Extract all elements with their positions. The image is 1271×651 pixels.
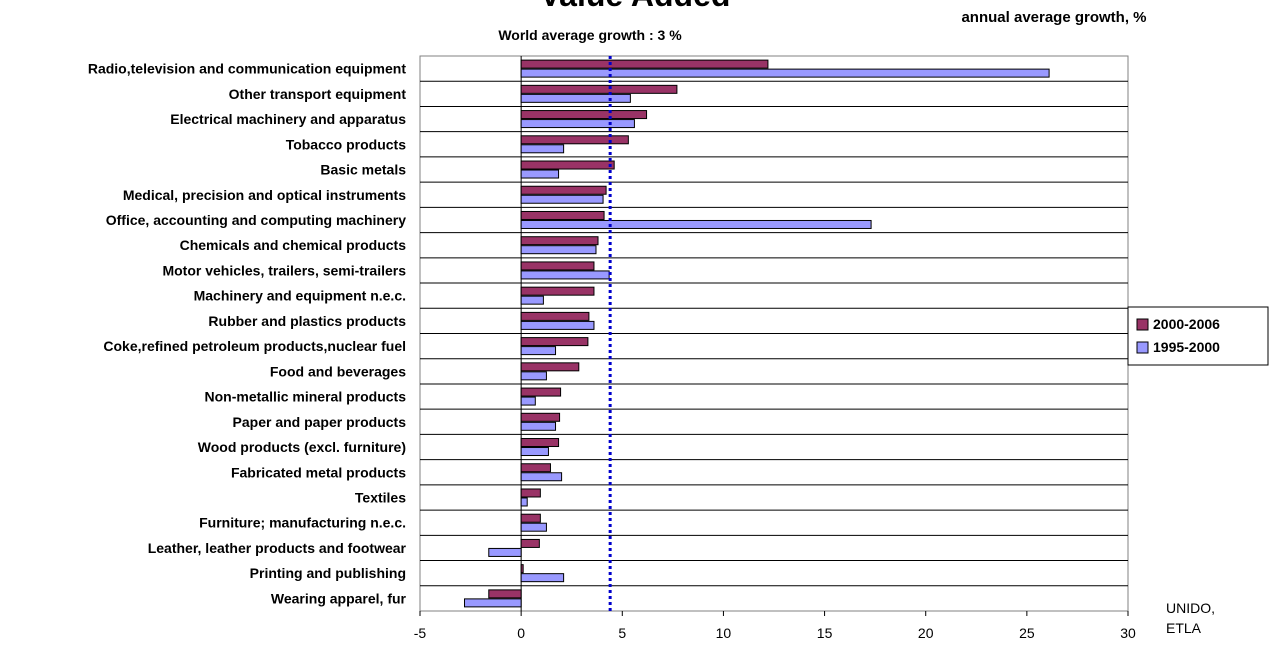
- category-label: Other transport equipment: [229, 86, 407, 102]
- x-tick-label: 10: [716, 625, 732, 641]
- category-label: Fabricated metal products: [231, 464, 406, 480]
- bar-1995-2000: [520, 371, 547, 381]
- category-label: Food and beverages: [270, 363, 406, 379]
- category-label: Leather, leather products and footwear: [148, 540, 407, 556]
- bar-1995-2000: [520, 421, 557, 431]
- bar-1995-2000: [520, 245, 597, 255]
- x-tick-label: 20: [918, 625, 934, 641]
- bar-2000-2006: [520, 135, 629, 145]
- legend-swatch-1995-2000: [1136, 341, 1149, 354]
- category-label: Furniture; manufacturing n.e.c.: [199, 515, 406, 531]
- bar-2000-2006: [520, 463, 551, 473]
- bar-2000-2006: [520, 59, 769, 69]
- chart-title: Value Added: [540, 0, 731, 13]
- plot-area: -5 0 5 10 15 20 25 30 Radio,television and commu…: [88, 55, 1136, 641]
- bar-2000-2006: [520, 488, 541, 498]
- bar-1995-2000: [520, 119, 635, 129]
- bar-2000-2006: [520, 160, 615, 170]
- bar-2000-2006: [520, 538, 540, 548]
- bar-2000-2006: [488, 589, 522, 599]
- bar-1995-2000: [520, 93, 631, 103]
- bar-1995-2000: [520, 497, 528, 507]
- category-label: Wood products (excl. furniture): [198, 439, 406, 455]
- category-label: Wearing apparel, fur: [271, 590, 407, 606]
- bar-1995-2000: [520, 219, 872, 229]
- bar-1995-2000: [520, 346, 557, 356]
- category-label: Electrical machinery and apparatus: [170, 111, 406, 127]
- category-label: Textiles: [355, 489, 406, 505]
- source-note-line-2: ETLA: [1166, 620, 1202, 636]
- bar-1995-2000: [520, 447, 549, 457]
- bar-2000-2006: [520, 261, 595, 271]
- bar-1995-2000: [520, 320, 595, 330]
- category-label: Coke,refined petroleum products,nuclear …: [103, 338, 406, 354]
- bar-2000-2006: [520, 337, 589, 347]
- category-label: Chemicals and chemical products: [180, 237, 407, 253]
- source-note-line-1: UNIDO,: [1166, 600, 1215, 616]
- legend-label-1995-2000: 1995-2000: [1153, 339, 1220, 355]
- legend-swatch-2000-2006: [1136, 318, 1149, 331]
- category-label: Non-metallic mineral products: [205, 389, 407, 405]
- category-label: Machinery and equipment n.e.c.: [194, 288, 406, 304]
- x-tick-label: 30: [1120, 625, 1136, 641]
- category-label: Motor vehicles, trailers, semi-trailers: [162, 262, 406, 278]
- x-tick-label: -5: [414, 625, 427, 641]
- bar-2000-2006: [520, 387, 562, 397]
- bar-1995-2000: [520, 169, 560, 179]
- x-tick-label: 5: [618, 625, 626, 641]
- bar-1995-2000: [520, 472, 563, 482]
- x-tick-label: 0: [517, 625, 525, 641]
- unit-label: annual average growth, %: [961, 9, 1146, 26]
- bar-2000-2006: [520, 362, 580, 372]
- bar-2000-2006: [520, 110, 648, 120]
- legend-label-2000-2006: 2000-2006: [1153, 316, 1220, 332]
- bar-2000-2006: [520, 564, 524, 574]
- chart-subtitle: World average growth : 3 %: [498, 27, 682, 43]
- bar-1995-2000: [520, 270, 610, 280]
- category-label: Medical, precision and optical instrumen…: [123, 187, 406, 203]
- bar-1995-2000: [520, 68, 1050, 78]
- bar-2000-2006: [520, 513, 541, 523]
- bar-2000-2006: [520, 311, 590, 321]
- x-tick-label: 25: [1019, 625, 1035, 641]
- bar-1995-2000: [520, 522, 547, 532]
- bar-2000-2006: [520, 412, 561, 422]
- bar-1995-2000: [488, 547, 522, 557]
- category-label: Rubber and plastics products: [208, 313, 406, 329]
- bar-1995-2000: [520, 396, 536, 406]
- bar-2000-2006: [520, 236, 599, 246]
- bar-1995-2000: [520, 144, 565, 154]
- legend: 2000-2006 1995-2000: [1127, 306, 1269, 366]
- bar-2000-2006: [520, 185, 607, 195]
- category-label: Printing and publishing: [250, 565, 406, 581]
- bar-1995-2000: [520, 573, 565, 583]
- bar-1995-2000: [520, 295, 544, 305]
- category-label: Office, accounting and computing machine…: [106, 212, 406, 228]
- category-label: Basic metals: [320, 162, 406, 178]
- bar-2000-2006: [520, 210, 605, 220]
- legend-box: [1127, 306, 1269, 366]
- category-label: Paper and paper products: [233, 414, 407, 430]
- bar-2000-2006: [520, 286, 595, 296]
- category-label: Tobacco products: [286, 136, 407, 152]
- category-label: Radio,television and communication equip…: [88, 61, 406, 77]
- bar-1995-2000: [464, 598, 522, 608]
- bar-2000-2006: [520, 438, 560, 448]
- x-tick-label: 15: [817, 625, 833, 641]
- bar-1995-2000: [520, 194, 604, 204]
- bar-2000-2006: [520, 84, 678, 94]
